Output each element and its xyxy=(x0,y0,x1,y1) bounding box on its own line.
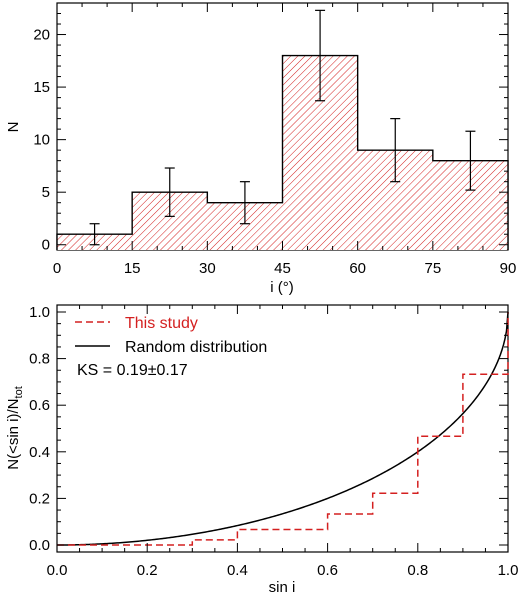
error-bar xyxy=(239,181,250,225)
top-axis-ticks xyxy=(56,3,509,250)
random-distribution-curve xyxy=(57,311,509,546)
top-y-axis-title: N xyxy=(5,122,22,133)
x-tick-label: 15 xyxy=(124,260,141,277)
bottom-y-axis-title-subscript: tot xyxy=(13,386,25,398)
top-x-tick-labels: 0 15 30 45 60 75 90 xyxy=(53,260,517,277)
error-bar xyxy=(315,9,326,102)
bottom-x-axis-title: sin i xyxy=(269,579,296,594)
y-tick-label: 0.0 xyxy=(29,537,50,554)
histogram-bars xyxy=(56,54,509,250)
cumulative-panel: 0.0 0.2 0.4 0.6 0.8 1.0 0.0 0.2 0.4 0.6 0.8 1.0 Th… xyxy=(5,304,518,594)
x-tick-label: 60 xyxy=(349,260,366,277)
top-x-axis-title: i (°) xyxy=(270,279,294,296)
histogram-outline xyxy=(56,54,509,250)
bottom-y-axis-title: N(<sin i)/Ntot xyxy=(5,386,25,470)
x-tick-label: 0.0 xyxy=(47,562,68,579)
error-bar xyxy=(89,223,100,246)
y-tick-label: 10 xyxy=(33,132,50,149)
error-bar xyxy=(390,118,401,183)
bottom-x-tick-labels: 0.0 0.2 0.4 0.6 0.8 1.0 xyxy=(47,562,519,579)
top-y-tick-labels: 0 5 10 15 20 xyxy=(33,27,50,254)
y-tick-label: 0.4 xyxy=(29,444,50,461)
y-tick-label: 0.6 xyxy=(29,397,50,414)
error-bar xyxy=(465,130,476,191)
y-tick-label: 1.0 xyxy=(29,304,50,321)
x-tick-label: 90 xyxy=(500,260,517,277)
legend: This study Random distribution KS = 0.19… xyxy=(75,315,267,379)
x-tick-label: 75 xyxy=(424,260,441,277)
x-tick-label: 0.6 xyxy=(317,562,338,579)
x-tick-label: 0.4 xyxy=(227,562,248,579)
x-tick-label: 30 xyxy=(199,260,216,277)
error-bar xyxy=(164,167,175,217)
x-tick-label: 45 xyxy=(274,260,291,277)
x-tick-label: 0 xyxy=(53,260,61,277)
y-tick-label: 0.8 xyxy=(29,351,50,368)
histogram-panel: 0 15 30 45 60 75 90 0 5 10 15 20 i (°) N xyxy=(5,2,517,296)
histogram-error-bars xyxy=(89,9,476,246)
this-study-step-line xyxy=(57,311,509,546)
legend-random-label: Random distribution xyxy=(125,339,267,356)
bottom-y-tick-labels: 0.0 0.2 0.4 0.6 0.8 1.0 xyxy=(29,304,50,554)
x-tick-label: 1.0 xyxy=(498,562,519,579)
ks-annotation: KS = 0.19±0.17 xyxy=(77,362,188,379)
y-tick-label: 5 xyxy=(42,184,50,201)
x-tick-label: 0.2 xyxy=(137,562,158,579)
bottom-y-axis-title-main: N(<sin i)/N xyxy=(5,398,22,469)
bottom-axis-ticks xyxy=(56,305,509,552)
legend-this-study-label: This study xyxy=(125,315,198,332)
y-tick-label: 15 xyxy=(33,79,50,96)
x-tick-label: 0.8 xyxy=(407,562,428,579)
y-tick-label: 0.2 xyxy=(29,490,50,507)
y-tick-label: 20 xyxy=(33,27,50,44)
y-tick-label: 0 xyxy=(42,237,50,254)
